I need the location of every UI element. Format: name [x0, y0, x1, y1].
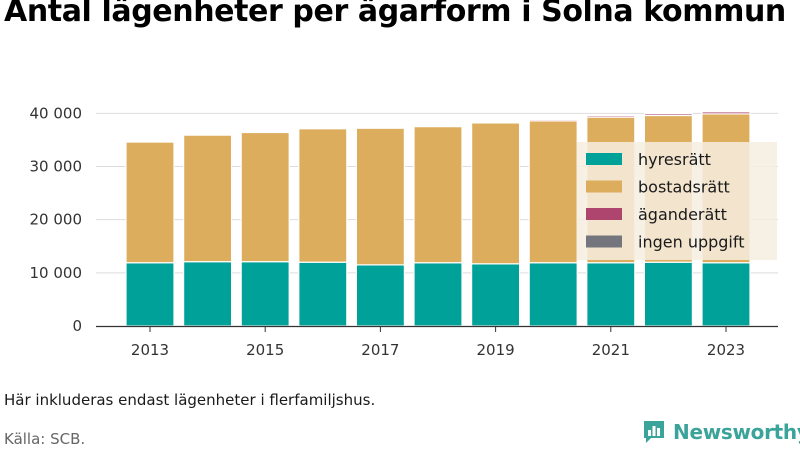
bar-segment-bostadsrätt [528, 120, 578, 264]
chart-note: Här inkluderas endast lägenheter i flerf… [4, 391, 376, 409]
legend-swatch [586, 153, 622, 165]
bars [125, 110, 751, 327]
y-tick-label: 0 [72, 317, 82, 335]
legend-swatch [586, 208, 622, 220]
y-tick-label: 40 000 [30, 104, 83, 122]
bar-segment-bostadsrätt [125, 141, 175, 264]
y-tick-label: 30 000 [30, 158, 83, 176]
x-tick-label: 2023 [707, 341, 745, 359]
legend: hyresrätt bostadsrätt äganderätt ingen uppg… [577, 142, 777, 260]
bar-segment-bostadsrätt [355, 127, 405, 266]
bar-segment-ingen-uppgift [528, 118, 578, 121]
legend-swatch [586, 180, 622, 193]
bar-segment-hyresrätt [183, 261, 233, 327]
bar-segment-bostadsrätt [240, 131, 290, 263]
bar-segment-hyresrätt [643, 261, 694, 327]
bar-chart-logo-icon [644, 421, 664, 443]
brand-name: Newsworthy [673, 420, 800, 444]
bar-segment-bostadsrätt [413, 126, 463, 264]
bar-segment-hyresrätt [586, 262, 636, 327]
bar-segment-hyresrätt [240, 261, 290, 327]
bar-segment-ingen-uppgift [701, 110, 751, 113]
legend-label: äganderätt [638, 205, 727, 224]
y-axis: 0 10 000 20 000 30 000 40 000 [30, 104, 83, 335]
bar-segment-hyresrätt [298, 261, 348, 327]
x-tick-label: 2013 [131, 341, 169, 359]
legend-label: bostadsrätt [638, 178, 730, 197]
bar-segment-ingen-uppgift [586, 114, 636, 117]
source-text: Källa: SCB. [4, 430, 86, 448]
chart-title: Antal lägenheter per ägarform i Solna ko… [4, 0, 786, 29]
legend-swatch [586, 235, 622, 248]
x-tick-label: 2015 [246, 341, 284, 359]
y-tick-label: 10 000 [30, 264, 83, 282]
bar-segment-hyresrätt [413, 262, 463, 327]
legend-label: ingen uppgift [638, 233, 745, 252]
bar-segment-hyresrätt [355, 264, 405, 327]
bar-segment-bostadsrätt [471, 122, 521, 265]
legend-label: hyresrätt [638, 150, 711, 169]
bar-segment-hyresrätt [528, 262, 578, 327]
bar-segment-hyresrätt [471, 263, 521, 327]
brand-logo: Newsworthy [642, 419, 800, 445]
x-tick-label: 2021 [592, 341, 630, 359]
x-axis: 2013 2015 2017 2019 2021 2023 [131, 326, 745, 359]
bar-segment-ingen-uppgift [643, 112, 694, 115]
bar-segment-bostadsrätt [183, 134, 233, 263]
bar-segment-bostadsrätt [298, 128, 348, 263]
bar-segment-hyresrätt [125, 262, 175, 327]
y-tick-label: 20 000 [30, 211, 83, 229]
x-tick-label: 2017 [361, 341, 399, 359]
bar-segment-hyresrätt [701, 262, 751, 327]
x-tick-label: 2019 [477, 341, 515, 359]
